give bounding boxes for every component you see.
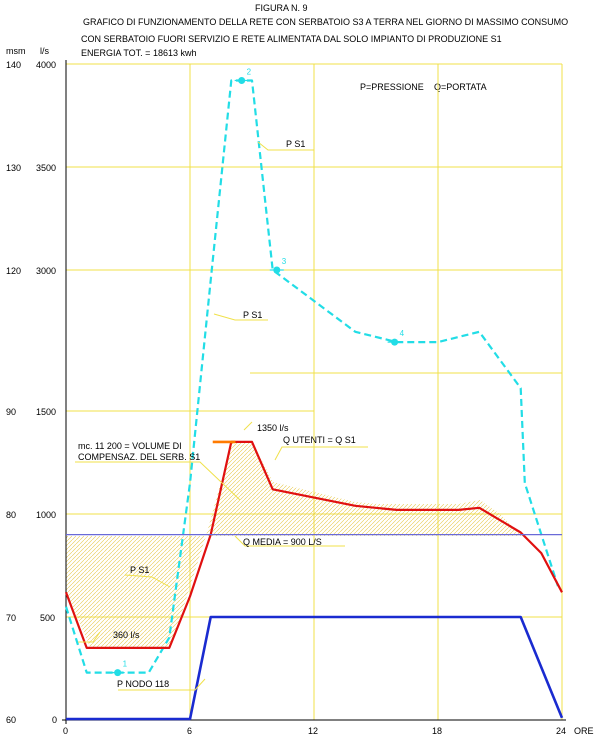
x-tick-0: 0 xyxy=(63,726,68,736)
annotation-1350: 1350 l/s xyxy=(257,423,289,433)
left-tick-130: 130 xyxy=(6,163,21,173)
point-label-3: 3 xyxy=(282,257,287,266)
left-tick-80: 80 xyxy=(6,510,16,520)
leader-pnodo xyxy=(118,678,206,691)
compensation-volume-area-day xyxy=(206,442,522,536)
point-marker-4: 4 xyxy=(387,329,405,346)
point-label-1: 1 xyxy=(123,660,128,669)
annotation-qmedia: Q MEDIA = 900 L/S xyxy=(243,537,322,547)
leader-ps1-low xyxy=(124,574,171,588)
left-axis-unit: msm xyxy=(6,46,26,56)
x-axis-label: ORE xyxy=(574,726,594,736)
annotation-pnodo: P NODO 118 xyxy=(117,679,169,689)
annotation-leaders xyxy=(75,141,368,691)
point-label-4: 4 xyxy=(400,329,405,338)
leader-volume xyxy=(75,461,241,501)
annotation-360: 360 l/s xyxy=(113,630,140,640)
annotation-ps1-low: P S1 xyxy=(130,565,149,575)
chart-title-line-2: CON SERBATOIO FUORI SERVIZIO E RETE ALIM… xyxy=(81,34,502,44)
point-marker-2: 2 xyxy=(234,67,252,84)
annotation-qutenti: Q UTENTI = Q S1 xyxy=(283,435,356,445)
figure-number: FIGURA N. 9 xyxy=(255,3,308,13)
right-tick-1500: 1500 xyxy=(36,407,56,417)
x-tick-24: 24 xyxy=(556,726,566,736)
left-tick-140: 140 xyxy=(6,60,21,70)
right-tick-4000: 4000 xyxy=(36,60,56,70)
right-tick-3500: 3500 xyxy=(36,163,56,173)
series-q-utenti xyxy=(64,440,563,650)
left-tick-90: 90 xyxy=(6,407,16,417)
left-tick-120: 120 xyxy=(6,266,21,276)
left-tick-60: 60 xyxy=(6,715,16,725)
right-tick-1000: 1000 xyxy=(36,510,56,520)
annotation-ps1-mid: P S1 xyxy=(243,310,262,320)
right-tick-0: 0 xyxy=(52,715,57,725)
right-axis-unit: l/s xyxy=(40,46,50,56)
legend-portata: Q=PORTATA xyxy=(434,82,487,92)
x-tick-12: 12 xyxy=(308,726,318,736)
legend-pressione: P=PRESSIONE xyxy=(360,82,424,92)
left-tick-70: 70 xyxy=(6,613,16,623)
leader-ps1-top xyxy=(257,141,314,151)
series-layer xyxy=(64,79,564,721)
right-tick-500: 500 xyxy=(40,613,55,623)
leader-qutenti xyxy=(274,446,368,461)
left-axis-ticks: 60 70 80 90 120 130 140 xyxy=(6,60,21,725)
points-layer: 1 2 3 4 xyxy=(110,67,405,677)
right-tick-3000: 3000 xyxy=(36,266,56,276)
x-axis-ticks: 0 6 12 18 24 xyxy=(63,726,566,736)
point-label-2: 2 xyxy=(247,67,252,76)
leader-1350 xyxy=(243,421,253,431)
chart-title-line-1: GRAFICO DI FUNZIONAMENTO DELLA RETE CON … xyxy=(83,17,568,27)
leader-360 xyxy=(78,631,101,643)
annotation-ps1-top: P S1 xyxy=(286,139,305,149)
annotation-volume-1: mc. 11 200 = VOLUME DI xyxy=(78,441,182,451)
x-tick-6: 6 xyxy=(187,726,192,736)
series-p-s1 xyxy=(64,79,559,674)
x-tick-18: 18 xyxy=(432,726,442,736)
chart-title-line-3: ENERGIA TOT. = 18613 kwh xyxy=(81,48,196,58)
right-axis-ticks: 0 500 1000 1500 3000 3500 4000 xyxy=(36,60,57,725)
point-marker-1: 1 xyxy=(110,660,128,677)
annotation-volume-2: COMPENSAZ. DEL SERB. S1 xyxy=(78,452,200,462)
series-p-nodo-118 xyxy=(66,615,564,721)
leader-ps1-mid xyxy=(213,313,268,321)
point-marker-3: 3 xyxy=(269,257,287,274)
leader-qmedia xyxy=(234,535,345,547)
